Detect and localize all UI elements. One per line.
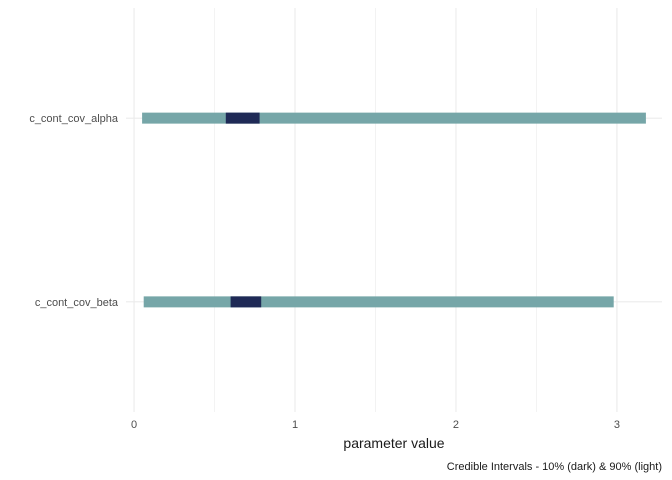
y-axis-labels: c_cont_cov_beta c_cont_cov_alpha: [29, 113, 119, 309]
y-tick-label: c_cont_cov_beta: [35, 297, 119, 309]
x-axis-labels: 0 1 2 3: [131, 419, 620, 431]
chart-caption: Credible Intervals - 10% (dark) & 90% (l…: [447, 461, 662, 473]
grid-lines: [126, 8, 662, 412]
x-tick-label: 3: [614, 419, 620, 431]
y-tick-label: c_cont_cov_alpha: [29, 113, 119, 125]
x-axis-title: parameter value: [343, 435, 444, 451]
x-tick-label: 0: [131, 419, 137, 431]
x-tick-label: 1: [292, 419, 298, 431]
interval-bars: [142, 112, 646, 308]
x-tick-label: 2: [453, 419, 459, 431]
